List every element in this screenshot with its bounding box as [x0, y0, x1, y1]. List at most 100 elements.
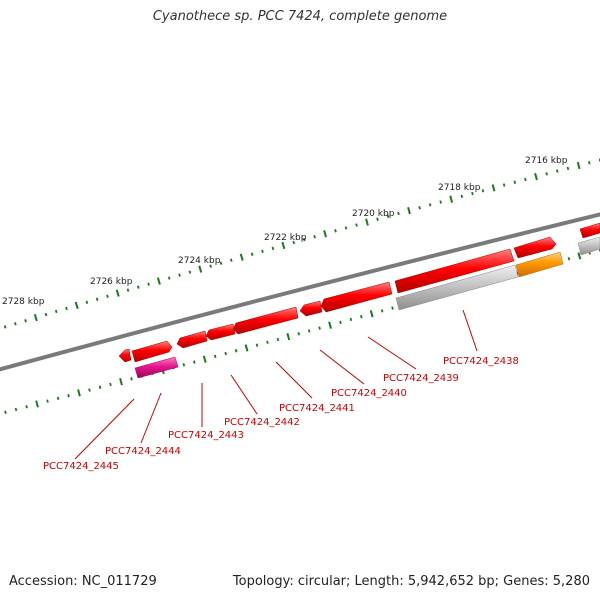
major-tick	[202, 355, 207, 363]
gene-arrow[interactable]	[118, 348, 132, 363]
major-tick	[576, 161, 581, 170]
gene-arrow[interactable]	[579, 222, 600, 239]
minor-tick	[339, 320, 342, 325]
minor-tick	[67, 393, 70, 398]
major-tick	[244, 344, 249, 352]
minor-tick	[567, 257, 571, 261]
scale-label-2718: 2718 kbp	[438, 183, 481, 193]
minor-tick	[355, 223, 358, 227]
minor-tick	[182, 363, 186, 367]
minor-tick	[471, 191, 474, 196]
minor-tick	[524, 177, 527, 182]
minor-tick	[513, 180, 517, 184]
minor-tick	[397, 211, 400, 216]
minor-tick	[56, 396, 60, 401]
major-tick	[577, 252, 582, 260]
minor-tick	[188, 270, 192, 274]
minor-tick	[428, 203, 432, 207]
major-tick	[534, 173, 538, 181]
minor-tick	[147, 282, 150, 286]
gene-arrow[interactable]	[513, 236, 557, 259]
minor-tick	[106, 294, 109, 298]
gene-block-pink[interactable]	[134, 356, 179, 379]
minor-tick	[213, 354, 217, 359]
minor-tick	[95, 297, 99, 301]
gene-arrow[interactable]	[320, 281, 393, 313]
gene-block-gray[interactable]	[395, 264, 519, 311]
minor-tick	[209, 264, 212, 268]
minor-tick	[24, 319, 27, 323]
gene-arrow[interactable]	[232, 306, 299, 335]
minor-tick	[271, 246, 275, 251]
minor-tick	[481, 189, 485, 193]
minor-tick	[266, 340, 269, 344]
minor-tick	[588, 161, 591, 165]
minor-tick	[556, 169, 559, 173]
minor-tick	[261, 249, 264, 254]
accession-text: Accession: NC_011729	[9, 574, 157, 589]
scale-label-2722: 2722 kbp	[264, 233, 307, 243]
minor-tick	[376, 217, 379, 221]
gene-label-2445[interactable]: PCC7424_2445	[43, 461, 119, 472]
minor-tick	[88, 388, 91, 392]
minor-tick	[460, 194, 464, 199]
major-tick	[491, 184, 496, 192]
minor-tick	[255, 343, 259, 347]
minor-tick	[54, 309, 58, 314]
minor-tick	[126, 288, 130, 292]
gene-arrow[interactable]	[205, 323, 236, 341]
major-tick	[328, 321, 332, 329]
major-tick	[286, 332, 291, 341]
gene-label-2438[interactable]: PCC7424_2438	[443, 356, 519, 367]
major-tick	[198, 265, 203, 273]
gene-label-2441[interactable]: PCC7424_2441	[279, 403, 355, 414]
minor-tick	[85, 300, 89, 304]
major-tick	[239, 253, 244, 261]
major-tick	[449, 195, 454, 203]
minor-tick	[14, 322, 17, 326]
minor-tick	[250, 252, 254, 256]
minor-tick	[380, 309, 384, 313]
minor-tick	[276, 337, 280, 342]
gene-block-gray[interactable]	[577, 236, 600, 256]
gene-label-2444[interactable]: PCC7424_2444	[105, 446, 181, 457]
major-tick	[33, 314, 38, 322]
gene-label-2440[interactable]: PCC7424_2440	[331, 388, 407, 399]
gene-arrow[interactable]	[131, 340, 173, 363]
forward-strand-genes	[118, 222, 600, 363]
major-tick	[323, 230, 327, 238]
minor-tick	[65, 306, 68, 311]
scale-label-2720: 2720 kbp	[352, 209, 395, 219]
minor-tick	[386, 214, 390, 219]
minor-tick	[292, 240, 296, 245]
minor-tick	[344, 226, 348, 230]
gene-leader-lines	[74, 309, 478, 460]
minor-tick	[297, 332, 300, 336]
gene-label-2439[interactable]: PCC7424_2439	[383, 373, 459, 384]
minor-tick	[137, 285, 140, 289]
gene-arrow[interactable]	[176, 330, 208, 349]
minor-tick	[230, 258, 233, 262]
minor-tick	[3, 325, 7, 329]
major-tick	[407, 206, 411, 215]
major-tick	[369, 310, 374, 318]
minor-tick	[224, 351, 227, 356]
gene-label-2442[interactable]: PCC7424_2442	[224, 417, 300, 428]
minor-tick	[349, 317, 353, 322]
gene-arrow[interactable]	[299, 300, 323, 317]
genome-backbone	[0, 212, 600, 372]
scale-label-2716: 2716 kbp	[525, 156, 568, 166]
scale-label-2724: 2724 kbp	[178, 256, 221, 266]
major-tick	[35, 400, 39, 408]
minor-tick	[418, 206, 421, 210]
gene-block-orange[interactable]	[515, 251, 564, 278]
gene-arrow[interactable]	[394, 248, 515, 294]
major-tick	[115, 289, 120, 297]
minor-tick	[98, 385, 102, 389]
minor-tick	[545, 172, 548, 176]
minor-tick	[109, 382, 112, 387]
minor-tick	[360, 314, 363, 319]
gene-label-2443[interactable]: PCC7424_2443	[168, 430, 244, 441]
